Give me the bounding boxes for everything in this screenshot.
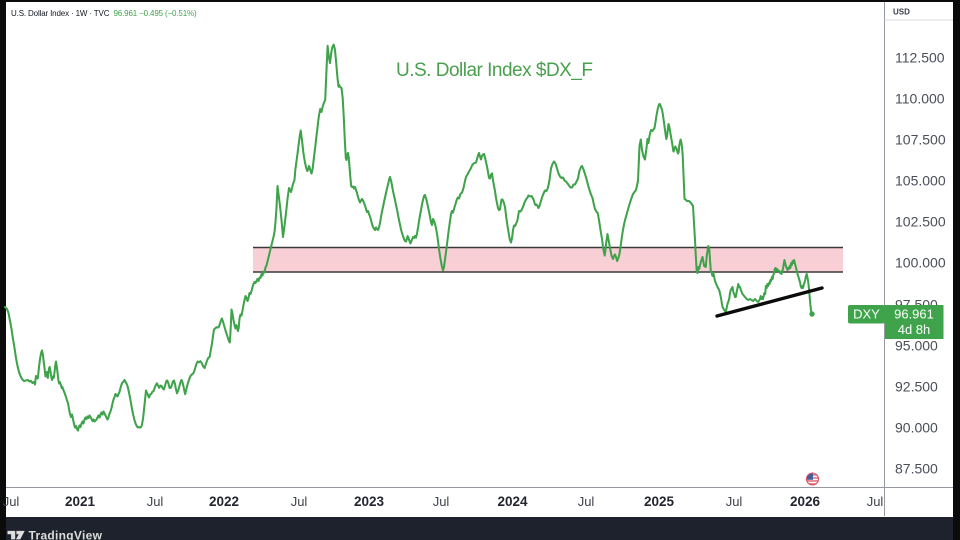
svg-text:95.000: 95.000 bbox=[895, 338, 938, 354]
svg-text:Jul: Jul bbox=[578, 494, 595, 509]
svg-text:Jul: Jul bbox=[3, 494, 20, 509]
svg-text:2021: 2021 bbox=[65, 494, 96, 509]
svg-text:Jul: Jul bbox=[867, 494, 884, 509]
svg-text:2024: 2024 bbox=[497, 494, 528, 509]
svg-text:Jul: Jul bbox=[291, 494, 308, 509]
svg-text:DXY: DXY bbox=[853, 307, 880, 322]
svg-text:102.500: 102.500 bbox=[895, 214, 946, 230]
svg-text:105.000: 105.000 bbox=[895, 173, 946, 189]
svg-text:112.500: 112.500 bbox=[895, 50, 945, 66]
svg-text:96.961: 96.961 bbox=[894, 307, 934, 322]
svg-text:100.000: 100.000 bbox=[895, 255, 946, 271]
svg-text:Jul: Jul bbox=[147, 494, 164, 509]
svg-text:90.000: 90.000 bbox=[895, 420, 938, 436]
svg-text:TradingView: TradingView bbox=[29, 529, 103, 540]
svg-text:92.500: 92.500 bbox=[895, 379, 938, 395]
svg-text:87.500: 87.500 bbox=[895, 461, 938, 477]
svg-text:U.S. Dollar Index · 1W · TVC: U.S. Dollar Index · 1W · TVC 96.961 −0.4… bbox=[11, 9, 197, 18]
svg-text:2022: 2022 bbox=[209, 494, 239, 509]
svg-text:2025: 2025 bbox=[644, 494, 675, 509]
svg-text:USD: USD bbox=[893, 8, 910, 17]
svg-text:Jul: Jul bbox=[433, 494, 450, 509]
svg-text:107.500: 107.500 bbox=[895, 132, 946, 148]
svg-text:U.S. Dollar Index $DX_F: U.S. Dollar Index $DX_F bbox=[396, 60, 593, 81]
svg-text:110.000: 110.000 bbox=[895, 91, 945, 107]
svg-text:Jul: Jul bbox=[726, 494, 743, 509]
svg-text:4d 8h: 4d 8h bbox=[898, 322, 931, 337]
svg-text:2026: 2026 bbox=[790, 494, 821, 509]
svg-text:2023: 2023 bbox=[354, 494, 385, 509]
